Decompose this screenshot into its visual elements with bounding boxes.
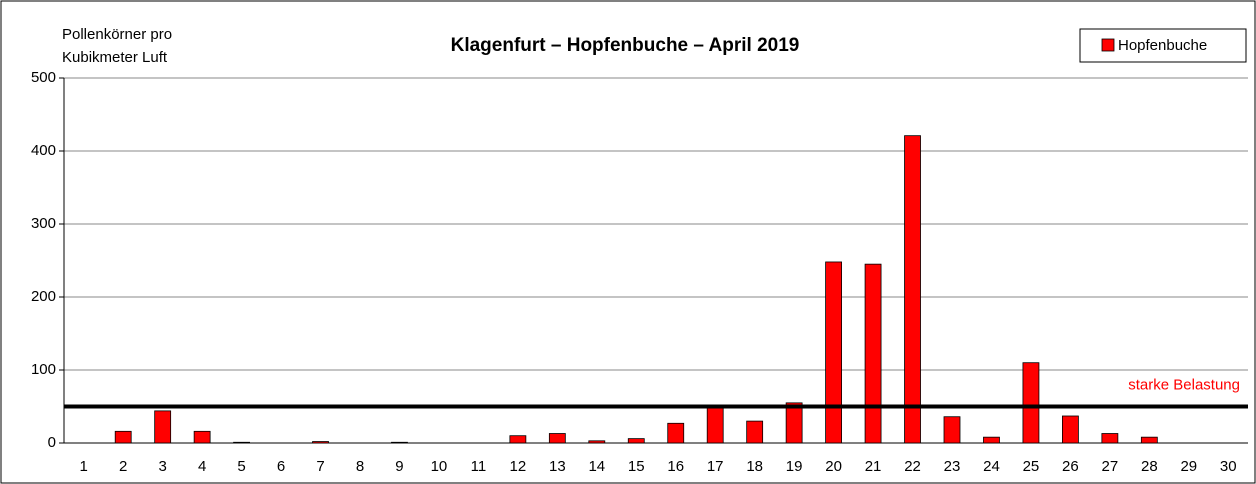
bar <box>706 407 724 444</box>
y-axis-label: Kubikmeter Luft <box>62 49 168 66</box>
y-tick-label: 200 <box>31 288 56 305</box>
bar <box>509 435 527 444</box>
bar <box>785 402 803 444</box>
bar <box>1140 436 1158 444</box>
x-tick-label: 27 <box>1102 458 1119 475</box>
threshold-label: starke Belastung <box>1128 376 1240 393</box>
x-tick-label: 2 <box>119 458 127 475</box>
x-tick-label: 29 <box>1180 458 1197 475</box>
x-tick-label: 15 <box>628 458 645 475</box>
bar <box>864 263 882 444</box>
bar <box>193 430 211 444</box>
bar <box>312 441 329 444</box>
x-tick-label: 8 <box>356 458 364 475</box>
x-tick-label: 3 <box>158 458 166 475</box>
legend-label: Hopfenbuche <box>1118 37 1207 54</box>
y-axis-label: Pollenkörner pro <box>62 26 172 43</box>
x-tick-label: 7 <box>316 458 324 475</box>
bar <box>154 410 172 444</box>
bar <box>1022 362 1040 444</box>
bar <box>904 135 921 444</box>
y-tick-label: 0 <box>48 434 56 451</box>
x-tick-label: 22 <box>904 458 921 475</box>
x-tick-label: 26 <box>1062 458 1079 475</box>
x-tick-label: 14 <box>588 458 605 475</box>
x-tick-label: 6 <box>277 458 285 475</box>
x-tick-label: 4 <box>198 458 206 475</box>
x-tick-label: 23 <box>944 458 961 475</box>
x-tick-label: 18 <box>746 458 763 475</box>
x-tick-label: 20 <box>825 458 842 475</box>
x-tick-label: 10 <box>431 458 448 475</box>
x-tick-label: 13 <box>549 458 566 475</box>
chart-title: Klagenfurt – Hopfenbuche – April 2019 <box>451 35 800 56</box>
bar <box>1101 433 1119 444</box>
x-tick-label: 25 <box>1023 458 1040 475</box>
bar <box>746 420 764 444</box>
x-tick-label: 9 <box>395 458 403 475</box>
x-tick-label: 16 <box>667 458 684 475</box>
x-tick-label: 30 <box>1220 458 1237 475</box>
bar <box>825 261 842 444</box>
bar <box>233 441 251 444</box>
bar <box>114 430 132 444</box>
bar <box>391 441 408 444</box>
bar <box>667 422 685 444</box>
x-tick-label: 19 <box>786 458 803 475</box>
x-tick-label: 5 <box>237 458 245 475</box>
bar <box>627 438 645 444</box>
x-tick-label: 12 <box>510 458 527 475</box>
bar <box>943 416 961 444</box>
y-tick-label: 300 <box>31 215 56 232</box>
legend-swatch <box>1101 38 1115 52</box>
bar <box>588 440 606 444</box>
y-tick-label: 100 <box>31 361 56 378</box>
x-tick-label: 1 <box>80 458 88 475</box>
bar <box>1062 415 1079 444</box>
x-tick-label: 28 <box>1141 458 1158 475</box>
x-tick-label: 24 <box>983 458 1000 475</box>
x-tick-label: 17 <box>707 458 724 475</box>
bar <box>983 436 1000 444</box>
x-tick-label: 21 <box>865 458 882 475</box>
y-tick-label: 500 <box>31 69 56 86</box>
bar <box>548 433 566 444</box>
x-tick-label: 11 <box>471 458 487 475</box>
y-tick-label: 400 <box>31 142 56 159</box>
